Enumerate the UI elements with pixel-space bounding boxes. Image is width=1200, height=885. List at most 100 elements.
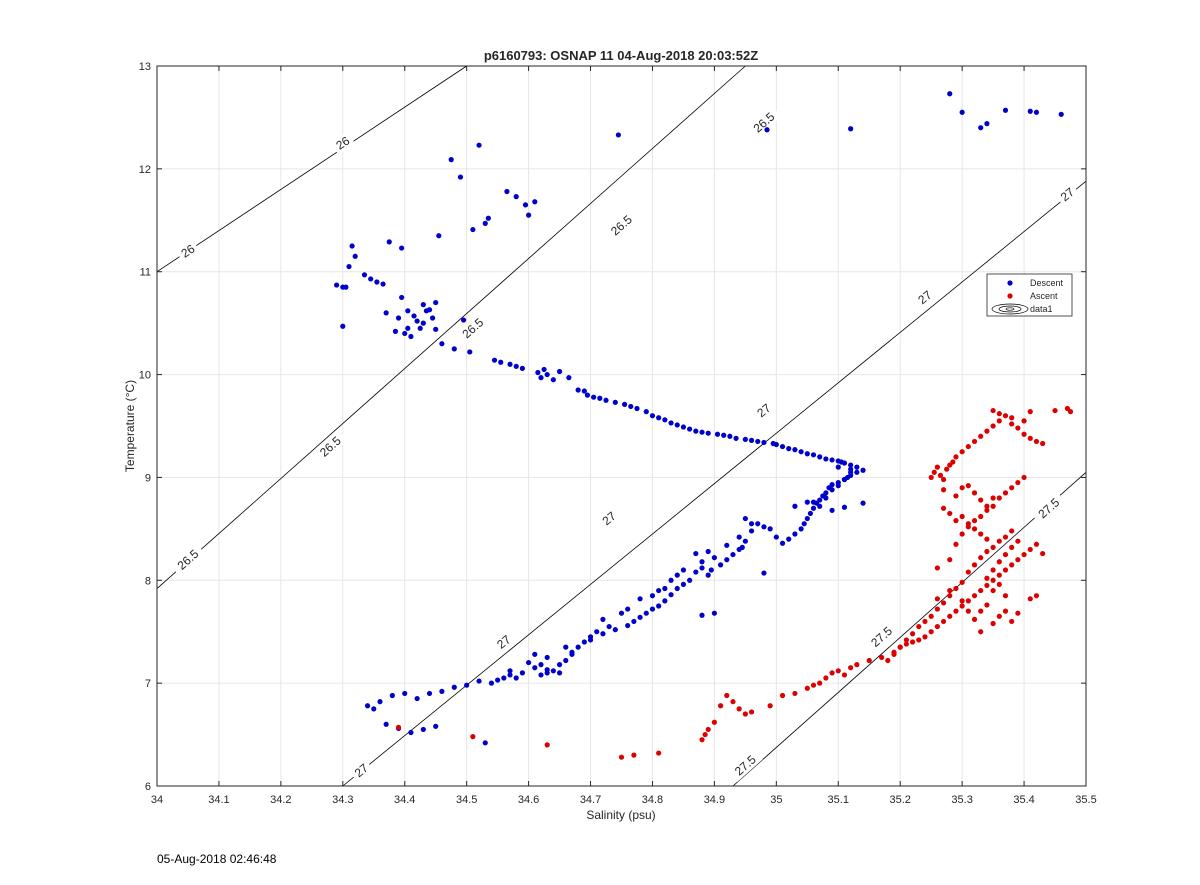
ascent-point [978, 531, 984, 537]
descent-point [649, 593, 656, 599]
descent-point [798, 449, 804, 455]
ascent-point [1015, 479, 1021, 486]
descent-point [430, 315, 436, 321]
ascent-point [996, 581, 1002, 588]
ascent-point [779, 692, 786, 699]
ascent-point [953, 608, 959, 614]
ascent-point [736, 706, 742, 712]
descent-series [334, 91, 1064, 746]
ascent-point [950, 459, 956, 465]
descent-point [408, 729, 414, 736]
descent-point [482, 740, 488, 746]
ascent-point [1002, 608, 1009, 614]
descent-point [680, 567, 687, 573]
ascent-point [705, 726, 711, 733]
descent-point [532, 651, 538, 657]
ascent-point [984, 536, 990, 542]
descent-point [597, 395, 603, 401]
descent-point [643, 610, 649, 616]
ascent-point [953, 493, 959, 499]
descent-point [699, 612, 705, 618]
descent-point [736, 534, 742, 540]
descent-point [634, 405, 640, 412]
ascent-point [1015, 610, 1021, 616]
descent-point [476, 142, 482, 148]
ascent-point [990, 577, 996, 583]
descent-point [721, 432, 727, 438]
ascent-point [1067, 409, 1074, 415]
descent-point [699, 429, 705, 435]
ascent-point [909, 639, 916, 645]
ascent-point [1021, 418, 1027, 424]
ascent-point [984, 503, 990, 509]
ascent-point [1027, 596, 1033, 602]
legend-box [986, 273, 1073, 317]
descent-point [711, 610, 718, 616]
ascent-point [947, 593, 953, 599]
ascent-point [1002, 413, 1009, 419]
ascent-point [885, 657, 891, 664]
ascent-point [656, 750, 662, 756]
ascent-point [748, 709, 755, 715]
descent-point [668, 577, 674, 583]
descent-point [779, 443, 786, 450]
descent-point [569, 649, 575, 655]
density-contours: 262626.526.526.526.526.527272727272727.5… [156, 65, 1087, 787]
descent-point [742, 436, 748, 442]
descent-point [526, 659, 532, 666]
ascent-point [717, 703, 724, 709]
ascent-point [1052, 407, 1058, 414]
descent-point [978, 125, 984, 131]
descent-point [823, 456, 829, 462]
descent-point [448, 157, 454, 163]
ascent-point [959, 531, 965, 537]
x-tick-label: 34.7 [580, 794, 601, 806]
ascent-point [990, 544, 996, 550]
ascent-point [767, 703, 773, 709]
descent-point [687, 426, 693, 432]
ascent-point [928, 629, 934, 635]
descent-point [575, 644, 581, 650]
contour-label-bg [728, 748, 763, 782]
descent-point [817, 454, 823, 460]
ascent-point [1002, 567, 1009, 573]
ascent-point [928, 613, 934, 619]
descent-point [532, 199, 538, 205]
descent-point [798, 526, 804, 532]
ascent-point [953, 541, 959, 547]
ascent-point [996, 559, 1002, 565]
chart-title: p6160793: OSNAP 11 04-Aug-2018 20:03:52Z [484, 48, 758, 63]
y-tick-label: 9 [145, 472, 151, 484]
descent-point [1058, 111, 1064, 117]
descent-point [612, 627, 618, 633]
ascent-point [965, 569, 971, 575]
descent-point [467, 349, 473, 355]
ascent-point [947, 587, 953, 594]
descent-point [649, 606, 656, 612]
descent-point [656, 603, 662, 609]
ascent-point [1027, 546, 1033, 553]
ascent-point [1002, 490, 1009, 496]
descent-point [674, 585, 680, 592]
descent-point [792, 531, 798, 537]
contour-label-bg [491, 630, 517, 654]
x-tick-labels: 34 34.1 34.2 34.3 34.4 34.5 34.6 34.7 34.8 34.9 35… [151, 66, 1097, 806]
descent-point [361, 272, 368, 278]
descent-point [854, 469, 860, 475]
ascent-point [984, 507, 990, 513]
descent-point [947, 91, 953, 97]
y-axis-label: Temperature (°C) [123, 380, 137, 472]
ascent-point [835, 668, 841, 674]
ascent-point [934, 623, 940, 630]
x-tick-label: 34.3 [332, 794, 353, 806]
x-tick-label: 34.2 [270, 794, 291, 806]
ascent-point [947, 557, 953, 563]
ascent-point [1033, 593, 1040, 599]
descent-point [399, 294, 405, 301]
descent-point [550, 377, 556, 383]
descent-point [792, 503, 798, 509]
descent-point [346, 263, 352, 270]
ascent-point [990, 587, 996, 594]
descent-point [860, 500, 866, 506]
legend[interactable]: Descent Ascent data1 [986, 273, 1073, 317]
